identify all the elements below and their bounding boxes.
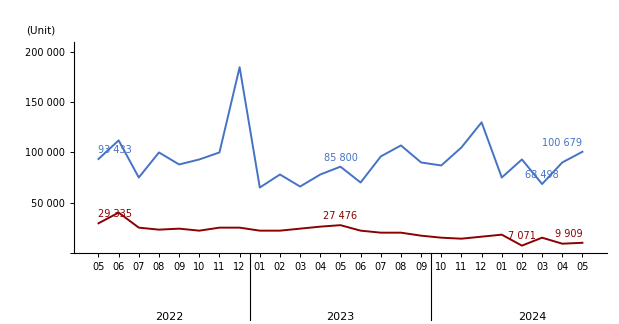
- Text: 9 909: 9 909: [555, 229, 582, 238]
- Text: 85 800: 85 800: [324, 153, 357, 163]
- Text: 2023: 2023: [326, 312, 355, 322]
- Text: 27 476: 27 476: [323, 211, 358, 221]
- Text: 93 433: 93 433: [98, 145, 132, 155]
- Text: 29 335: 29 335: [98, 209, 132, 219]
- Text: 100 679: 100 679: [542, 138, 582, 148]
- Text: 7 071: 7 071: [508, 231, 536, 241]
- Text: 2022: 2022: [155, 312, 183, 322]
- Text: 2024: 2024: [518, 312, 546, 322]
- Text: 68 498: 68 498: [525, 170, 559, 180]
- Text: (Unit): (Unit): [27, 25, 56, 35]
